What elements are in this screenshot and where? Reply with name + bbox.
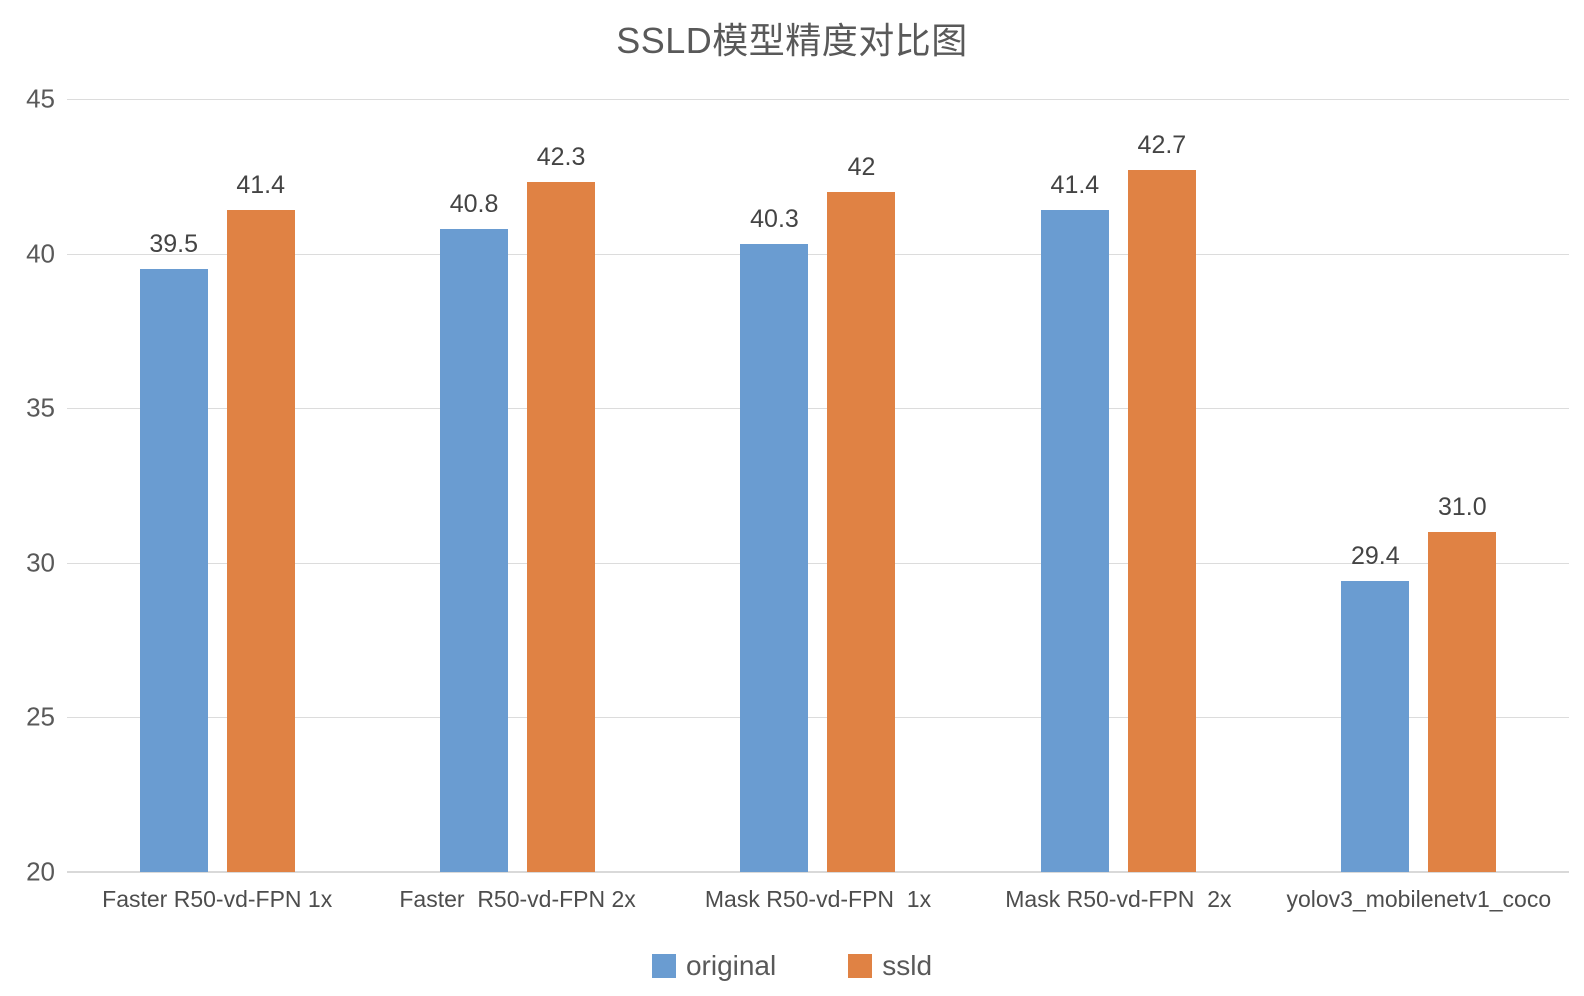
bar-value-ssld-0: 41.4 [236, 171, 286, 200]
ssld-swatch-icon [848, 954, 873, 978]
bar-group-4: 29.4 31.0 [1269, 99, 1569, 872]
bar-group-0: 39.5 41.4 [67, 99, 367, 872]
y-tick-label-45: 45 [26, 83, 55, 114]
bar-group-3: 41.4 42.7 [968, 99, 1268, 872]
bar-value-ssld-1: 42.3 [536, 143, 586, 172]
y-tick-label-40: 40 [26, 238, 55, 269]
gridline-35 [67, 408, 1569, 410]
x-axis-label-4: yolov3_mobilenetv1_coco [1286, 886, 1552, 912]
bar-group-2: 40.3 42 [668, 99, 968, 872]
x-axis-label-2: Mask R50-vd-FPN 1x [704, 886, 932, 912]
x-axis-line [67, 871, 1569, 873]
chart-title: SSLD模型精度对比图 [616, 20, 968, 61]
bar-value-original-1: 40.8 [449, 189, 499, 218]
bar-ssld-0: 41.4 [226, 171, 295, 872]
bar-original-4: 29.4 [1341, 542, 1410, 872]
gridline-25 [67, 717, 1569, 719]
y-tick-label-25: 25 [26, 701, 55, 732]
x-axis-label-3: Mask R50-vd-FPN 2x [1005, 886, 1232, 912]
legend-item-original: original [651, 950, 777, 982]
legend-label-ssld: ssld [882, 950, 933, 981]
bar-value-ssld-4: 31.0 [1437, 492, 1487, 521]
bar-original-1: 40.8 [440, 190, 509, 872]
bar-original-3: 41.4 [1040, 171, 1109, 872]
plot-area: 39.5 41.4 40.8 42.3 40.3 42 41.4 42.7 29.4 31.0 [67, 99, 1569, 873]
bar-value-original-0: 39.5 [149, 230, 199, 259]
bar-value-ssld-3: 42.7 [1137, 131, 1187, 160]
legend-label-original: original [685, 950, 777, 981]
y-tick-label-35: 35 [26, 392, 55, 423]
bar-value-original-4: 29.4 [1350, 542, 1400, 571]
bar-ssld-4: 31.0 [1428, 493, 1497, 872]
legend: original ssld [0, 950, 1584, 982]
gridline-40 [67, 253, 1569, 255]
bar-original-0: 39.5 [139, 230, 208, 872]
bar-value-original-2: 40.3 [750, 205, 799, 234]
original-swatch-icon [651, 954, 676, 978]
bar-value-ssld-2: 42 [847, 152, 876, 181]
legend-item-ssld: ssld [848, 950, 932, 982]
bar-value-original-3: 41.4 [1050, 171, 1100, 200]
bar-ssld-1: 42.3 [527, 143, 596, 872]
bar-group-1: 40.8 42.3 [367, 99, 667, 872]
gridline-45 [67, 99, 1569, 100]
bar-original-2: 40.3 [740, 205, 809, 872]
y-tick-label-20: 20 [26, 856, 55, 887]
bar-ssld-2: 42 [827, 153, 896, 872]
bar-ssld-3: 42.7 [1127, 131, 1196, 872]
y-tick-label-30: 30 [26, 547, 55, 578]
x-axis-label-1: Faster R50-vd-FPN 2x [399, 886, 636, 912]
gridline-30 [67, 562, 1569, 564]
x-axis-label-0: Faster R50-vd-FPN 1x [102, 886, 333, 912]
